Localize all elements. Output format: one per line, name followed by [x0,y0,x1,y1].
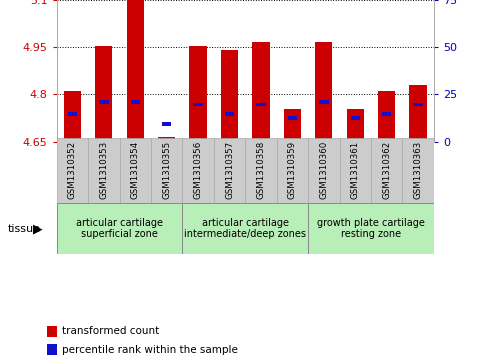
FancyBboxPatch shape [47,326,57,337]
FancyBboxPatch shape [182,138,214,203]
FancyBboxPatch shape [340,138,371,203]
Text: GSM1310358: GSM1310358 [256,141,266,199]
FancyBboxPatch shape [47,344,57,355]
FancyBboxPatch shape [402,138,434,203]
Bar [351,116,360,120]
Bar [256,103,266,106]
Bar [131,100,140,104]
Bar [158,137,176,142]
Bar [315,41,332,142]
FancyBboxPatch shape [308,203,434,254]
Text: GSM1310360: GSM1310360 [319,141,328,199]
Bar [382,112,391,116]
Text: articular cartilage
intermediate/deep zones: articular cartilage intermediate/deep zo… [184,218,306,240]
Bar [95,46,112,142]
Bar [162,122,172,126]
Text: tissue: tissue [7,224,40,234]
FancyBboxPatch shape [57,203,182,254]
Text: GSM1310361: GSM1310361 [351,141,360,199]
FancyBboxPatch shape [245,138,277,203]
Text: GSM1310354: GSM1310354 [131,141,140,199]
Text: GSM1310359: GSM1310359 [288,141,297,199]
FancyBboxPatch shape [214,138,245,203]
FancyBboxPatch shape [371,138,402,203]
Bar [193,103,203,106]
Bar [288,116,297,120]
Text: GSM1310355: GSM1310355 [162,141,171,199]
Text: transformed count: transformed count [62,326,160,337]
Bar [414,103,423,106]
Text: GSM1310352: GSM1310352 [68,141,77,199]
Text: ▶: ▶ [33,222,43,235]
Bar [347,109,364,142]
Bar [221,50,238,142]
Text: GSM1310363: GSM1310363 [414,141,423,199]
Bar [410,85,427,142]
Text: GSM1310356: GSM1310356 [194,141,203,199]
Bar [127,0,144,142]
Bar [378,91,395,142]
FancyBboxPatch shape [151,138,182,203]
Bar [64,91,81,142]
Text: growth plate cartilage
resting zone: growth plate cartilage resting zone [317,218,425,240]
Bar [99,100,108,104]
Bar [225,112,234,116]
Bar [284,109,301,142]
FancyBboxPatch shape [88,138,119,203]
FancyBboxPatch shape [57,138,88,203]
FancyBboxPatch shape [277,138,308,203]
Bar [319,100,328,104]
Text: percentile rank within the sample: percentile rank within the sample [62,344,238,355]
Bar [252,41,270,142]
FancyBboxPatch shape [182,203,308,254]
Bar [68,112,77,116]
Text: articular cartilage
superficial zone: articular cartilage superficial zone [76,218,163,240]
Text: GSM1310353: GSM1310353 [99,141,108,199]
FancyBboxPatch shape [308,138,340,203]
Text: GSM1310362: GSM1310362 [382,141,391,199]
Bar [189,46,207,142]
FancyBboxPatch shape [119,138,151,203]
Text: GSM1310357: GSM1310357 [225,141,234,199]
